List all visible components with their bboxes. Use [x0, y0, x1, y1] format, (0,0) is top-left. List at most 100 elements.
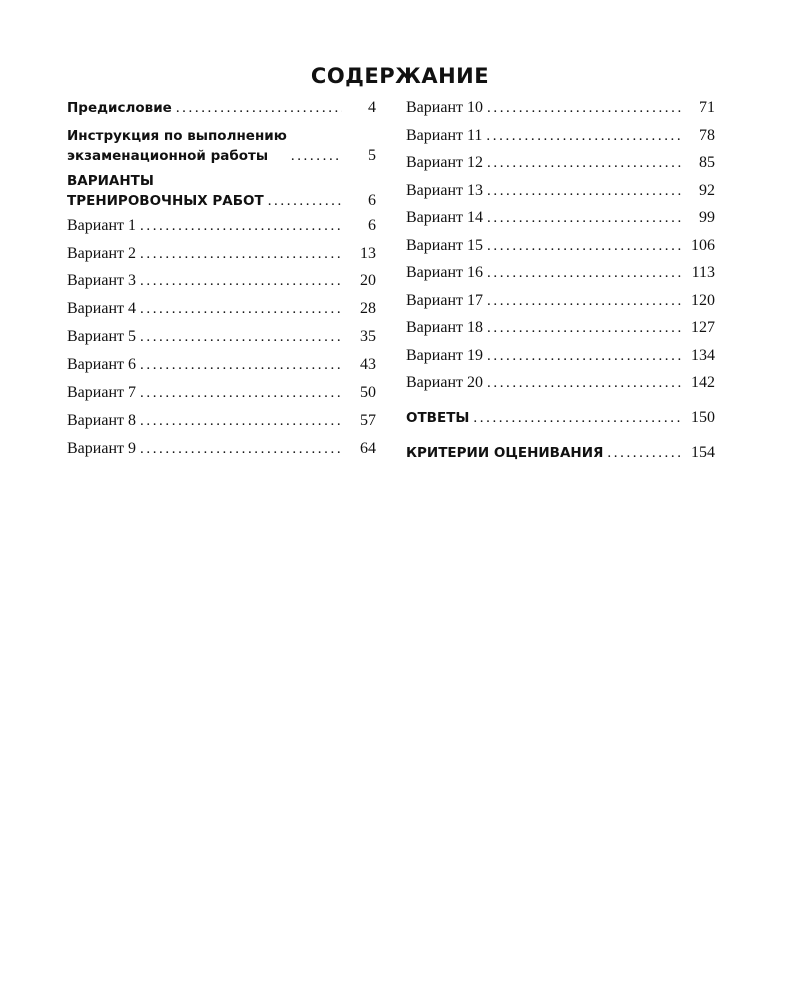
- toc-entry[interactable]: Вариант 13..............................…: [406, 181, 715, 201]
- toc-entry-page: 120: [691, 292, 715, 309]
- toc-entry[interactable]: КРИТЕРИИ ОЦЕНИВАНИЯ.....................…: [406, 443, 715, 463]
- toc-entry-label: ОТВЕТЫ: [406, 410, 470, 426]
- toc-entry-page: 78: [699, 127, 715, 144]
- toc-entry-page: 134: [691, 347, 715, 364]
- dot-leader: ........................................…: [140, 441, 342, 457]
- dot-leader: ........................................…: [290, 148, 342, 164]
- toc-entry[interactable]: Вариант 7...............................…: [67, 383, 376, 403]
- toc-entry[interactable]: Вариант 15..............................…: [406, 236, 715, 256]
- toc-entry[interactable]: Вариант 6...............................…: [67, 355, 376, 375]
- toc-entry[interactable]: Вариант 3...............................…: [67, 271, 376, 291]
- dot-leader: ........................................…: [140, 273, 342, 289]
- toc-entry-label: Вариант 13: [406, 182, 483, 199]
- dot-leader: ........................................…: [473, 410, 681, 426]
- toc-entry[interactable]: Вариант 18..............................…: [406, 318, 715, 338]
- page-title: СОДЕРЖАНИЕ: [310, 64, 490, 88]
- toc-entry-page: 142: [691, 374, 715, 391]
- toc-entry-page: 154: [691, 444, 715, 461]
- toc-entry-label: Инструкция по выполнению экзаменационной …: [67, 128, 287, 164]
- toc-entry-label: Вариант 10: [406, 99, 483, 116]
- toc-entry[interactable]: Вариант 9...............................…: [67, 439, 376, 459]
- toc-entry-label: Вариант 20: [406, 374, 483, 391]
- toc-entry-label: Вариант 5: [67, 328, 136, 345]
- toc-entry[interactable]: Вариант 17..............................…: [406, 291, 715, 311]
- toc-entry-label: Вариант 4: [67, 300, 136, 317]
- toc-entry-label: Вариант 14: [406, 209, 483, 226]
- toc-entry-page: 43: [360, 356, 376, 373]
- dot-leader: ........................................…: [487, 210, 681, 226]
- toc-entry-label: Вариант 12: [406, 154, 483, 171]
- toc-entry[interactable]: Вариант 4...............................…: [67, 299, 376, 319]
- toc-entry-label: Вариант 19: [406, 347, 483, 364]
- toc-entry-page: 5: [368, 147, 376, 164]
- toc-entry[interactable]: Вариант 14..............................…: [406, 208, 715, 228]
- dot-leader: ........................................…: [487, 265, 681, 281]
- toc-entry-label: Предисловие: [67, 100, 172, 116]
- toc-entry[interactable]: Вариант 20..............................…: [406, 373, 715, 393]
- toc-entry-label: Вариант 9: [67, 440, 136, 457]
- toc-entry-label: Вариант 15: [406, 237, 483, 254]
- dot-leader: ........................................…: [607, 445, 681, 461]
- toc-entry-page: 71: [699, 99, 715, 116]
- toc-entry-page: 6: [368, 217, 376, 234]
- toc-entry[interactable]: Вариант 12..............................…: [406, 153, 715, 173]
- toc-entry-label: Вариант 7: [67, 384, 136, 401]
- toc-entry-label: Вариант 6: [67, 356, 136, 373]
- dot-leader: ........................................…: [140, 357, 342, 373]
- toc-entry-page: 64: [360, 440, 376, 457]
- toc-entry-label: Вариант 1: [67, 217, 136, 234]
- toc-entry-page: 57: [360, 412, 376, 429]
- toc-entry-page: 92: [699, 182, 715, 199]
- dot-leader: ........................................…: [487, 348, 681, 364]
- toc-entry-label: КРИТЕРИИ ОЦЕНИВАНИЯ: [406, 445, 604, 461]
- toc-entry[interactable]: Вариант 19..............................…: [406, 346, 715, 366]
- dot-leader: ........................................…: [487, 183, 681, 199]
- toc-entry-page: 85: [699, 154, 715, 171]
- toc-entry-label: Вариант 16: [406, 264, 483, 281]
- toc-entry[interactable]: Вариант 2...............................…: [67, 244, 376, 264]
- dot-leader: ........................................…: [267, 193, 342, 209]
- dot-leader: ........................................…: [140, 413, 342, 429]
- toc-entry[interactable]: ОТВЕТЫ..................................…: [406, 408, 715, 428]
- toc-entry-page: 99: [699, 209, 715, 226]
- dot-leader: ........................................…: [487, 238, 681, 254]
- toc-entry[interactable]: Вариант 8...............................…: [67, 411, 376, 431]
- toc-entry-label: Вариант 8: [67, 412, 136, 429]
- toc-entry[interactable]: Вариант 10..............................…: [406, 98, 715, 118]
- dot-leader: ........................................…: [175, 100, 342, 116]
- toc-entry[interactable]: Вариант 11..............................…: [406, 126, 715, 146]
- toc-entry-page: 150: [691, 409, 715, 426]
- dot-leader: ........................................…: [140, 329, 342, 345]
- dot-leader: ........................................…: [487, 320, 681, 336]
- dot-leader: ........................................…: [140, 218, 342, 234]
- toc-entry-label: Вариант 11: [406, 127, 483, 144]
- toc-entry-page: 6: [368, 192, 376, 209]
- toc-entry-page: 35: [360, 328, 376, 345]
- toc-entry-page: 13: [360, 245, 376, 262]
- toc-entry-label: Вариант 17: [406, 292, 483, 309]
- toc-entry-label: Вариант 18: [406, 319, 483, 336]
- toc-entry-page: 127: [691, 319, 715, 336]
- toc-entry-label: ВАРИАНТЫ ТРЕНИРОВОЧНЫХ РАБОТ: [67, 173, 264, 209]
- dot-leader: ........................................…: [487, 100, 681, 116]
- dot-leader: ........................................…: [487, 155, 681, 171]
- toc-entry[interactable]: Инструкция по выполнению экзаменационной …: [67, 126, 376, 166]
- toc-entry-page: 20: [360, 272, 376, 289]
- dot-leader: ........................................…: [140, 385, 342, 401]
- toc-entry[interactable]: Вариант 16..............................…: [406, 263, 715, 283]
- dot-leader: ........................................…: [140, 246, 342, 262]
- toc-entry-page: 106: [691, 237, 715, 254]
- dot-leader: ........................................…: [487, 293, 681, 309]
- toc-entry-label: Вариант 3: [67, 272, 136, 289]
- toc-entry[interactable]: Вариант 1...............................…: [67, 216, 376, 236]
- toc-entry-page: 4: [368, 99, 376, 116]
- toc-entry-page: 50: [360, 384, 376, 401]
- dot-leader: ........................................…: [486, 128, 681, 144]
- dot-leader: ........................................…: [140, 301, 342, 317]
- dot-leader: ........................................…: [487, 375, 681, 391]
- toc-entry-label: Вариант 2: [67, 245, 136, 262]
- toc-entry[interactable]: Предисловие.............................…: [67, 98, 376, 118]
- toc-entry[interactable]: Вариант 5...............................…: [67, 327, 376, 347]
- toc-entry-page: 113: [691, 264, 715, 281]
